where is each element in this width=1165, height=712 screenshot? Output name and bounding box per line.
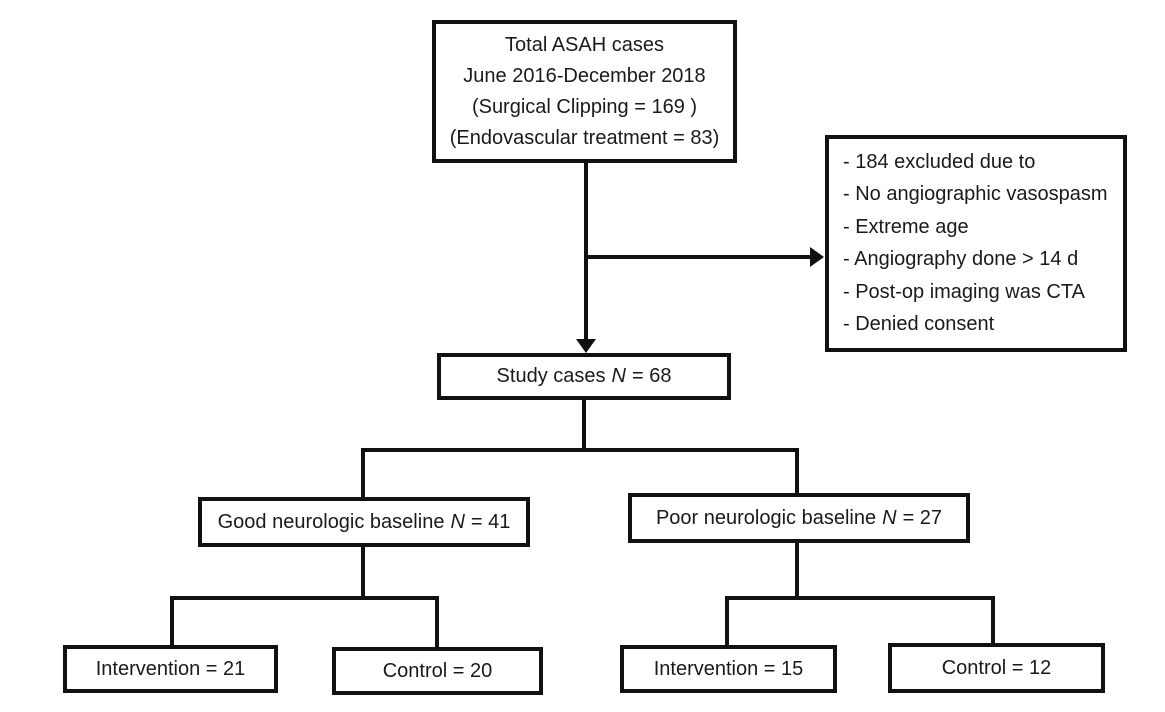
good-baseline-n-symbol: N [450,510,465,533]
exclusions-box: - 184 excluded due to - No angiographic … [825,135,1127,352]
poor-baseline-box: Poor neurologic baseline N = 27 [628,493,970,543]
connector-drop-poor-control [991,596,995,645]
study-cases-value: = 68 [631,365,672,387]
good-baseline-value: = 41 [470,510,511,533]
exclusion-item: - Denied consent [843,313,995,336]
poor-control-box: Control = 12 [888,643,1105,693]
arrowhead-right-exclusions-icon [810,247,824,267]
exclusion-item: - Extreme age [843,215,969,238]
total-cases-line: Total ASAH cases [505,33,664,56]
exclusion-item: - 184 excluded due to [843,150,1036,173]
good-baseline-label: Good neurologic baseline [217,510,445,533]
connector-good-split-bar [170,596,439,600]
total-cases-box: Total ASAH cases June 2016-December 2018… [432,20,737,163]
total-cases-line: June 2016-December 2018 [463,64,706,87]
connector-drop-poor-baseline [795,448,799,496]
total-cases-line: (Surgical Clipping = 169 ) [471,95,698,118]
study-cases-box: Study cases N = 68 [437,353,731,400]
connector-drop-good-control [435,596,439,649]
poor-baseline-value: = 27 [902,506,943,529]
exclusion-item: - Angiography done > 14 d [843,248,1079,271]
good-control-label: Control = 20 [382,659,493,682]
good-intervention-box: Intervention = 21 [63,645,278,693]
poor-baseline-label: Poor neurologic baseline [655,506,877,529]
poor-intervention-box: Intervention = 15 [620,645,837,693]
good-intervention-label: Intervention = 21 [95,657,246,680]
connector-drop-good-baseline [361,448,365,500]
poor-intervention-label: Intervention = 15 [653,657,804,680]
total-cases-line: (Endovascular treatment = 83) [449,126,720,149]
poor-control-label: Control = 12 [941,656,1052,679]
study-cases-n-symbol: N [611,365,626,387]
connector-poor-stem [795,543,799,600]
study-cases-label: Study cases [496,365,606,387]
exclusion-item: - No angiographic vasospasm [843,183,1108,206]
connector-study-stem [582,400,586,452]
exclusion-item: - Post-op imaging was CTA [843,280,1085,303]
connector-total-to-study [584,163,588,341]
arrowhead-down-study-icon [576,339,596,353]
connector-baseline-split-bar [361,448,799,452]
good-control-box: Control = 20 [332,647,543,695]
good-baseline-box: Good neurologic baseline N = 41 [198,497,530,547]
connector-good-stem [361,547,365,600]
poor-baseline-n-symbol: N [882,506,897,529]
connector-drop-good-intervention [170,596,174,647]
connector-drop-poor-intervention [725,596,729,647]
connector-to-exclusions [586,255,811,259]
connector-poor-split-bar [725,596,995,600]
